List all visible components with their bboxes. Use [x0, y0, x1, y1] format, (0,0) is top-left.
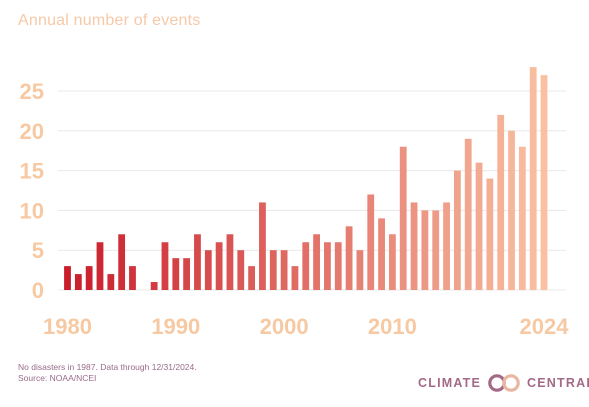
- bar-1981: [74, 274, 82, 290]
- footnote: No disasters in 1987. Data through 12/31…: [18, 362, 197, 384]
- bar-1996: [237, 250, 245, 290]
- bar-1988: [150, 282, 158, 290]
- bar-1998: [259, 202, 266, 290]
- y-tick-label: 25: [20, 79, 44, 104]
- y-tick-label: 15: [20, 159, 44, 184]
- bar-2002: [302, 242, 310, 290]
- bar-1985: [118, 234, 126, 290]
- y-tick-label: 10: [20, 198, 44, 223]
- bar-1986: [129, 266, 136, 290]
- bar-2024: [540, 75, 548, 290]
- bar-1995: [226, 234, 234, 290]
- bar-2011: [399, 146, 407, 290]
- bar-1997: [248, 266, 256, 290]
- x-tick-label: 2010: [368, 314, 417, 339]
- bar-1999: [269, 250, 277, 290]
- x-axis-ticks: 1980 1990 2000 2010 2024: [43, 314, 569, 339]
- bar-2008: [367, 194, 375, 290]
- bar-1993: [204, 250, 212, 290]
- bar-2006: [345, 226, 353, 290]
- bar-1980: [64, 266, 71, 290]
- bar-1989: [161, 242, 169, 290]
- logo-text-right: CENTRAL: [527, 376, 589, 390]
- x-tick-label: 2024: [520, 314, 570, 339]
- bar-2013: [421, 210, 429, 290]
- y-tick-label: 5: [32, 238, 44, 263]
- y-tick-label: 0: [32, 278, 44, 303]
- bar-2009: [378, 218, 385, 290]
- chart-title: Annual number of events: [18, 12, 201, 29]
- bar-1992: [194, 234, 201, 290]
- x-tick-label: 1980: [43, 314, 92, 339]
- bar-1990: [172, 258, 180, 290]
- bar-2010: [389, 234, 396, 290]
- bar-1984: [107, 274, 115, 290]
- bar-2023: [529, 67, 537, 291]
- bar-2020: [497, 114, 505, 290]
- bar-2022: [518, 146, 526, 290]
- bar-2000: [280, 250, 288, 290]
- bar-2016: [453, 170, 461, 290]
- bar-1991: [183, 258, 191, 290]
- logo-rings-icon: [488, 374, 520, 392]
- y-tick-label: 20: [20, 119, 44, 144]
- bar-2015: [443, 202, 450, 290]
- bar-2021: [508, 130, 515, 290]
- bar-2019: [486, 178, 494, 290]
- bar-1994: [215, 242, 223, 290]
- bar-2004: [324, 242, 331, 290]
- logo-text-left: CLIMATE: [418, 376, 482, 390]
- y-axis-ticks: 0 5 10 15 20 25: [20, 79, 44, 303]
- bar-chart: 0 5 10 15 20 25 1980 1990 2000 2010 2024: [20, 67, 569, 339]
- x-tick-label: 1990: [151, 314, 200, 339]
- bar-2007: [356, 250, 364, 290]
- bar-2017: [464, 138, 472, 290]
- bar-2001: [291, 266, 299, 290]
- x-tick-label: 2000: [260, 314, 309, 339]
- bar-2003: [313, 234, 320, 290]
- bar-1982: [85, 266, 93, 290]
- bar-1983: [96, 242, 104, 290]
- footnote-note: No disasters in 1987. Data through 12/31…: [18, 362, 197, 372]
- bar-2018: [475, 162, 483, 290]
- climate-central-logo: CLIMATE CENTRAL: [418, 374, 589, 392]
- bar-2014: [432, 210, 440, 290]
- bar-2005: [334, 242, 342, 290]
- bar-2012: [410, 202, 418, 290]
- bars: [64, 67, 548, 291]
- footnote-source: Source: NOAA/NCEI: [18, 373, 97, 383]
